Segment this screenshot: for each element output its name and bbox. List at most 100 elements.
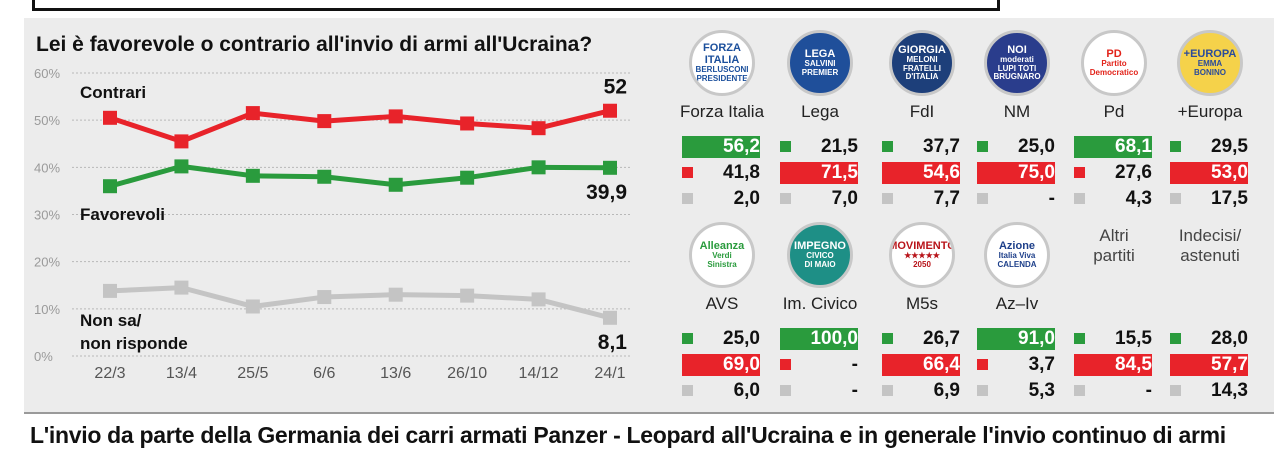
value-row-con: 57,7: [1170, 354, 1250, 376]
value-row-con: 84,5: [1074, 354, 1154, 376]
data-point: [531, 160, 546, 175]
value-number: 66,4: [923, 354, 960, 375]
data-point: [317, 290, 332, 305]
party-logo: IMPEGNO CIVICO DI MAIO: [787, 222, 853, 288]
value-highlight: [682, 354, 760, 376]
data-point: [603, 310, 617, 325]
value-number: 56,2: [723, 136, 760, 157]
value-highlight: [1074, 354, 1152, 376]
value-row-ns: -: [977, 188, 1057, 210]
value-marker: [977, 385, 988, 396]
logo-text: CALENDA: [997, 259, 1037, 269]
series-label-favorevoli: Favorevoli: [80, 205, 165, 224]
value-row-con: -: [780, 354, 860, 376]
value-number: 41,8: [723, 162, 760, 183]
party-name-line: Altri: [1099, 226, 1129, 245]
party-name: Lega: [801, 102, 839, 121]
data-point: [174, 134, 189, 149]
data-point: [388, 109, 403, 124]
series-line: [109, 163, 611, 189]
value-row-ns: -: [780, 380, 860, 402]
value-marker: [780, 385, 791, 396]
value-row-ns: 4,3: [1074, 188, 1154, 210]
value-number: 100,0: [810, 328, 858, 349]
data-point: [531, 121, 546, 136]
logo-text: ★★★★★: [904, 251, 940, 261]
value-number: 54,6: [923, 162, 960, 183]
value-marker: [682, 193, 693, 204]
value-number: 6,0: [733, 380, 760, 401]
value-number: -: [851, 354, 858, 375]
party-block: FORZA ITALIA BERLUSCONI PRESIDENTE Forza It…: [672, 30, 782, 215]
value-highlight: [682, 136, 760, 158]
value-highlight: [977, 162, 1055, 184]
party-logo: LEGA SALVINI PREMIER: [787, 30, 853, 96]
logo-text: Partito Democratico: [1089, 59, 1139, 77]
value-highlight: [882, 354, 960, 376]
value-row-con: 75,0: [977, 162, 1057, 184]
party-logo: +EUROPA EMMA BONINO: [1177, 30, 1243, 96]
value-marker: [780, 193, 791, 204]
value-highlight: [780, 328, 858, 350]
value-number: 71,5: [821, 162, 858, 183]
logo-text: LEGA: [804, 47, 836, 60]
value-row-fav: 68,1: [1074, 136, 1154, 158]
logo-text: IMPEGNO: [794, 239, 846, 252]
party-name: Im. Civico: [782, 294, 858, 313]
value-marker: [780, 141, 791, 152]
value-highlight: [780, 162, 858, 184]
value-number: 5,3: [1028, 380, 1055, 401]
data-point: [531, 292, 546, 307]
party-name: Indecisi/astenuti: [1160, 226, 1260, 265]
value-row-con: 3,7: [977, 354, 1057, 376]
value-number: 28,0: [1211, 328, 1248, 349]
value-number: 84,5: [1115, 354, 1152, 375]
value-number: 75,0: [1018, 162, 1055, 183]
y-tick-label: 60%: [34, 66, 60, 81]
logo-text: MOVIMENTO: [889, 239, 955, 252]
logo-text: SALVINI: [804, 59, 836, 69]
party-name: Pd: [1103, 102, 1125, 121]
value-number: -: [1048, 188, 1055, 209]
data-point: [245, 299, 260, 314]
value-marker: [977, 141, 988, 152]
data-point: [388, 287, 403, 302]
value-row-fav: 91,0: [977, 328, 1057, 350]
party-name: AVS: [705, 294, 739, 313]
value-number: 53,0: [1211, 162, 1248, 183]
value-number: 69,0: [723, 354, 760, 375]
party-name-line: astenuti: [1180, 245, 1240, 265]
value-number: 68,1: [1115, 136, 1152, 157]
value-marker: [1170, 333, 1181, 344]
value-row-ns: 7,0: [780, 188, 860, 210]
data-point: [103, 110, 117, 125]
logo-text: BONINO: [1194, 67, 1226, 77]
value-number: 4,3: [1125, 188, 1152, 209]
data-point: [460, 288, 475, 303]
data-point: [388, 177, 403, 192]
value-marker: [882, 141, 893, 152]
series-label-nonsa-line2: non risponde: [80, 334, 188, 353]
value-marker: [682, 167, 693, 178]
value-row-ns: 5,3: [977, 380, 1057, 402]
logo-text: BERLUSCONI: [695, 65, 749, 75]
logo-text: PD: [1106, 47, 1122, 60]
party-block: NOI moderati LUPI TOTI BRUGNARO NM 25,0 75,0 -: [967, 30, 1077, 215]
party-logo: Alleanza Verdi Sinistra: [689, 222, 755, 288]
value-row-con: 54,6: [882, 162, 962, 184]
x-tick-label: 26/10: [447, 365, 487, 382]
x-tick-label: 25/5: [237, 365, 268, 382]
party-block: +EUROPA EMMA BONINO +Europa 29,5 53,0 17,5: [1160, 30, 1270, 215]
value-row-fav: 25,0: [977, 136, 1057, 158]
value-number: 15,5: [1115, 328, 1152, 349]
logo-text: LUPI TOTI BRUGNARO: [993, 63, 1041, 81]
logo-text: EMMA: [1197, 59, 1223, 69]
y-tick-label: 40%: [34, 160, 60, 175]
party-block: Indecisi/astenuti 28,0 57,7 14,3: [1160, 222, 1270, 407]
data-point: [603, 103, 617, 118]
value-row-con: 66,4: [882, 354, 962, 376]
value-number: 26,7: [923, 328, 960, 349]
chart-panel: [24, 18, 1274, 413]
party-block: LEGA SALVINI PREMIER Lega 21,5 71,5 7,0: [770, 30, 880, 215]
y-tick-label: 30%: [34, 208, 60, 223]
